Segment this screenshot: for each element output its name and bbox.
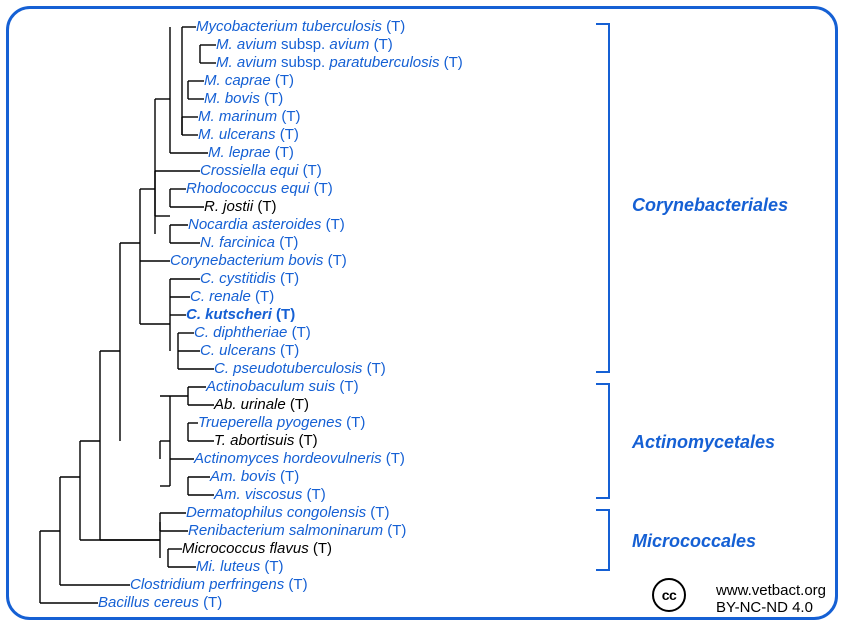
order-bracket (596, 383, 610, 499)
taxon-label[interactable]: Mycobacterium tuberculosis (T) (196, 18, 405, 36)
taxon-label[interactable]: Actinobaculum suis (T) (206, 378, 359, 396)
order-label[interactable]: Micrococcales (632, 531, 756, 552)
taxon-label[interactable]: M. ulcerans (T) (198, 126, 299, 144)
taxon-label[interactable]: N. farcinica (T) (200, 234, 298, 252)
taxon-label: T. abortisuis (T) (214, 432, 318, 450)
taxon-label[interactable]: M. marinum (T) (198, 108, 301, 126)
taxon-label[interactable]: Renibacterium salmoninarum (T) (188, 522, 406, 540)
attribution-site: www.vetbact.org (716, 582, 826, 599)
order-bracket (596, 509, 610, 571)
taxon-label[interactable]: Dermatophilus congolensis (T) (186, 504, 389, 522)
attribution-block: www.vetbact.org BY-NC-ND 4.0 (716, 582, 826, 616)
taxon-label[interactable]: Trueperella pyogenes (T) (198, 414, 365, 432)
order-bracket (596, 23, 610, 373)
taxon-label[interactable]: Am. bovis (T) (210, 468, 299, 486)
taxon-label[interactable]: C. pseudotuberculosis (T) (214, 360, 386, 378)
taxon-label[interactable]: Crossiella equi (T) (200, 162, 322, 180)
taxon-label[interactable]: C. ulcerans (T) (200, 342, 299, 360)
taxon-label[interactable]: Mi. luteus (T) (196, 558, 284, 576)
order-label[interactable]: Actinomycetales (632, 432, 775, 453)
taxon-label[interactable]: Rhodococcus equi (T) (186, 180, 333, 198)
taxon-label[interactable]: M. bovis (T) (204, 90, 283, 108)
taxon-label[interactable]: Bacillus cereus (T) (98, 594, 222, 612)
cc-text: cc (662, 587, 677, 603)
taxon-label[interactable]: M. avium subsp. avium (T) (216, 36, 393, 54)
taxon-label: Ab. urinale (T) (214, 396, 309, 414)
taxon-label[interactable]: C. cystitidis (T) (200, 270, 299, 288)
taxon-label[interactable]: C. renale (T) (190, 288, 274, 306)
taxon-label[interactable]: Am. viscosus (T) (214, 486, 326, 504)
taxon-label[interactable]: M. caprae (T) (204, 72, 294, 90)
taxon-label: R. jostii (T) (204, 198, 277, 216)
taxon-label[interactable]: C. diphtheriae (T) (194, 324, 311, 342)
cc-icon: cc (652, 578, 686, 612)
taxon-label[interactable]: Actinomyces hordeovulneris (T) (194, 450, 405, 468)
taxon-label[interactable]: C. kutscheri (T) (186, 306, 295, 324)
order-label[interactable]: Corynebacteriales (632, 195, 788, 216)
taxon-label[interactable]: Corynebacterium bovis (T) (170, 252, 347, 270)
taxon-label: Micrococcus flavus (T) (182, 540, 332, 558)
taxon-label[interactable]: M. avium subsp. paratuberculosis (T) (216, 54, 463, 72)
taxon-label[interactable]: Clostridium perfringens (T) (130, 576, 308, 594)
taxon-label[interactable]: Nocardia asteroides (T) (188, 216, 345, 234)
attribution-license: BY-NC-ND 4.0 (716, 599, 826, 616)
taxon-label[interactable]: M. leprae (T) (208, 144, 294, 162)
